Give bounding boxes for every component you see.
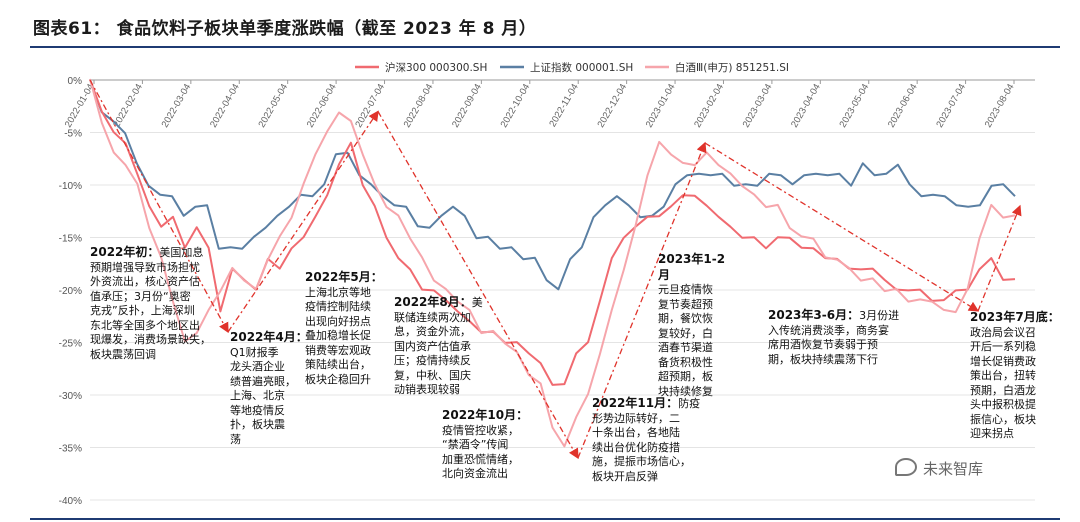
y-tick-label: -20% — [59, 286, 82, 297]
x-tick-label: 2023-08-04 — [983, 82, 1017, 130]
annotation-mar-jun-2023: 2023年3-6月：3月份进 入传统消费淡季，商务宴 席用酒恢复节奏弱于预 期，… — [768, 308, 900, 366]
legend-label: 白酒Ⅲ(申万) 851251.SI — [675, 61, 789, 74]
trend-arrow — [377, 111, 579, 460]
x-tick-label: 2023-01-04 — [644, 82, 678, 130]
bottom-divider — [30, 518, 1060, 520]
y-tick-label: -30% — [59, 391, 82, 402]
trend-arrow — [227, 110, 379, 333]
trend-arrows — [89, 79, 1022, 460]
annotation-jul-2023: 2023年7月底： 政治局会议召 开后一系列稳 增长促销费政 策出台，扭转 预期… — [970, 310, 1060, 440]
annotation-jan-feb-2023: 2023年1-2月 元旦疫情恢 复节奏超预 期，餐饮恢 复较好，白 酒春节渠道 … — [658, 252, 726, 398]
legend-label: 上证指数 000001.SH — [530, 61, 633, 74]
y-tick-label: -15% — [59, 234, 82, 245]
x-tick-label: 2022-10-04 — [499, 82, 533, 130]
y-tick-label: -10% — [59, 181, 82, 192]
y-tick-label: -35% — [59, 444, 82, 455]
annotation-may-2022: 2022年5月： 上海北京等地 疫情控制陆续 出现向好拐点 叠加稳增长促 销费等… — [305, 270, 383, 386]
y-tick-label: -5% — [64, 129, 82, 140]
x-tick-label: 2022-04-04 — [208, 82, 242, 130]
x-tick-label: 2023-07-04 — [934, 82, 968, 130]
x-tick-label: 2022-05-04 — [256, 82, 290, 130]
annotation-oct-2022: 2022年10月： 疫情管控收紧， “禁酒令”传闻 加重恐慌情绪， 北向资金流出 — [442, 408, 529, 480]
x-tick-label: 2023-06-04 — [886, 82, 920, 130]
watermark: 未来智库 — [895, 458, 983, 479]
y-tick-label: 0% — [68, 76, 83, 87]
y-tick-label: -25% — [59, 339, 82, 350]
trend-arrow — [977, 204, 1022, 312]
x-tick-label: 2023-05-04 — [838, 82, 872, 130]
trend-arrow — [577, 141, 707, 459]
wechat-icon — [895, 458, 917, 476]
legend-label: 沪深300 000300.SH — [385, 61, 487, 74]
x-tick-label: 2022-08-04 — [402, 82, 436, 130]
x-tick-label: 2022-11-04 — [547, 82, 580, 129]
y-axis-ticks: 0% -5% -10% -15% -20% -25% -30% -35% -40% — [59, 76, 82, 507]
annotation-aug-2022: 2022年8月：美 联储连续两次加 息，资金外流， 国内资产估值承 压；疫情持续… — [394, 295, 483, 396]
x-tick-label: 2023-04-04 — [789, 82, 823, 130]
series-line — [89, 78, 1016, 291]
x-tick-label: 2023-02-04 — [692, 82, 726, 130]
x-axis-ticks: 2022-01-04 2022-02-04 2022-03-04 2022-04-04… — [63, 80, 1017, 130]
series-line — [89, 78, 1016, 448]
trend-arrow — [89, 79, 229, 334]
legend: 沪深300 000300.SH 上证指数 000001.SH 白酒Ⅲ(申万) 851… — [355, 61, 789, 74]
annotation-nov-2022: 2022年11月：防疫 形势边际转好，二 十条出台，各地陆 续出台优化防疫措 施… — [592, 396, 701, 483]
chart-title: 图表61： 食品饮料子板块单季度涨跌幅（截至 2023 年 8 月） — [33, 19, 537, 39]
y-tick-label: -40% — [59, 496, 82, 507]
series-lines — [89, 78, 1016, 448]
title-divider — [30, 46, 1060, 48]
trend-arrow — [704, 142, 980, 312]
x-tick-label: 2022-12-04 — [595, 82, 629, 130]
annotation-early-2022: 2022年初：美国加息 预期增强导致市场担忧 外资流出，核心资产估 值承压；3月… — [90, 245, 211, 361]
x-tick-label: 2022-01-04 — [63, 82, 97, 130]
x-tick-label: 2023-03-04 — [741, 82, 775, 130]
annotation-apr-2022: 2022年4月： Q1财报季 龙头酒企业 绩普遍亮眼， 上海、北京 等地疫情反 … — [230, 330, 308, 446]
gridlines — [90, 79, 1035, 501]
x-tick-label: 2022-02-04 — [111, 82, 145, 130]
x-tick-label: 2022-09-04 — [450, 82, 484, 130]
x-tick-label: 2022-03-04 — [160, 82, 194, 130]
